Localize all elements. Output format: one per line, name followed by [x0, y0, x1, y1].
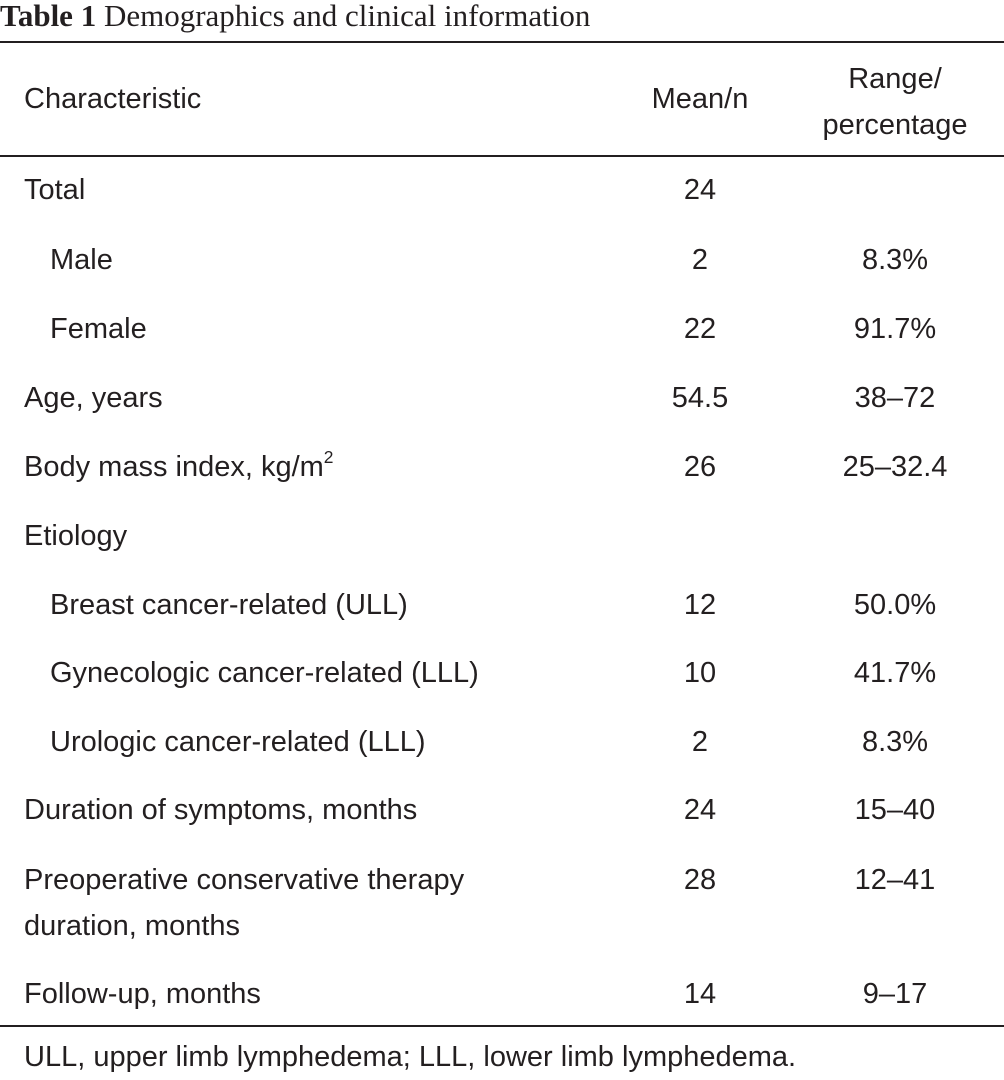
row-range-bmi: 25–32.4	[842, 451, 948, 483]
table-caption-title: Demographics and clinical information	[103, 0, 591, 33]
row-label-conservative-therapy-line2: duration, months	[24, 910, 241, 942]
row-range-male: 8.3%	[861, 244, 929, 276]
table-caption: Table 1 Demographics and clinical inform…	[0, 0, 590, 36]
row-range-conservative-therapy: 12–41	[854, 864, 936, 896]
row-mean-gynecologic-cancer: 10	[683, 657, 717, 689]
row-mean-conservative-therapy: 28	[683, 864, 717, 896]
table-bottom-rule	[0, 1025, 1004, 1027]
row-label-bmi-superscript: 2	[323, 446, 334, 467]
table-top-rule	[0, 41, 1004, 43]
column-header-range: Range/ percentage	[795, 56, 995, 148]
row-mean-age: 54.5	[671, 382, 729, 414]
column-header-range-line1: Range/	[848, 63, 942, 95]
row-label-conservative-therapy-line1: Preoperative conservative therapy	[24, 864, 465, 896]
row-label-bmi-text: Body mass index, kg/m	[24, 451, 324, 483]
row-label-follow-up: Follow-up, months	[24, 978, 261, 1010]
row-mean-symptom-duration: 24	[683, 794, 717, 826]
row-label-male: Male	[50, 244, 113, 276]
table-header-rule	[0, 155, 1004, 157]
row-label-bmi: Body mass index, kg/m2	[24, 444, 333, 490]
row-mean-bmi: 26	[683, 451, 717, 483]
row-range-female: 91.7%	[853, 313, 937, 345]
row-range-follow-up: 9–17	[862, 978, 928, 1010]
row-label-age: Age, years	[24, 382, 163, 414]
row-mean-total: 24	[683, 174, 717, 206]
table-footnote: ULL, upper limb lymphedema; LLL, lower l…	[24, 1041, 797, 1073]
row-label-breast-cancer: Breast cancer-related (ULL)	[50, 589, 408, 621]
row-label-gynecologic-cancer: Gynecologic cancer-related (LLL)	[50, 657, 479, 689]
row-label-etiology: Etiology	[24, 520, 128, 552]
row-mean-breast-cancer: 12	[683, 589, 717, 621]
column-header-mean: Mean/n	[651, 83, 749, 115]
column-header-range-line2: percentage	[822, 109, 968, 141]
row-label-symptom-duration: Duration of symptoms, months	[24, 794, 418, 826]
row-label-conservative-therapy: Preoperative conservative therapy durati…	[24, 857, 464, 949]
row-range-gynecologic-cancer: 41.7%	[853, 657, 937, 689]
row-range-breast-cancer: 50.0%	[853, 589, 937, 621]
row-mean-male: 2	[691, 244, 709, 276]
row-range-urologic-cancer: 8.3%	[861, 726, 929, 758]
column-header-characteristic: Characteristic	[24, 83, 202, 115]
row-mean-female: 22	[683, 313, 717, 345]
row-mean-urologic-cancer: 2	[691, 726, 709, 758]
table-caption-label: Table 1	[0, 0, 97, 33]
row-label-female: Female	[50, 313, 147, 345]
row-label-urologic-cancer: Urologic cancer-related (LLL)	[50, 726, 426, 758]
row-label-total: Total	[24, 174, 86, 206]
row-range-age: 38–72	[854, 382, 936, 414]
row-mean-follow-up: 14	[683, 978, 717, 1010]
row-range-symptom-duration: 15–40	[854, 794, 936, 826]
